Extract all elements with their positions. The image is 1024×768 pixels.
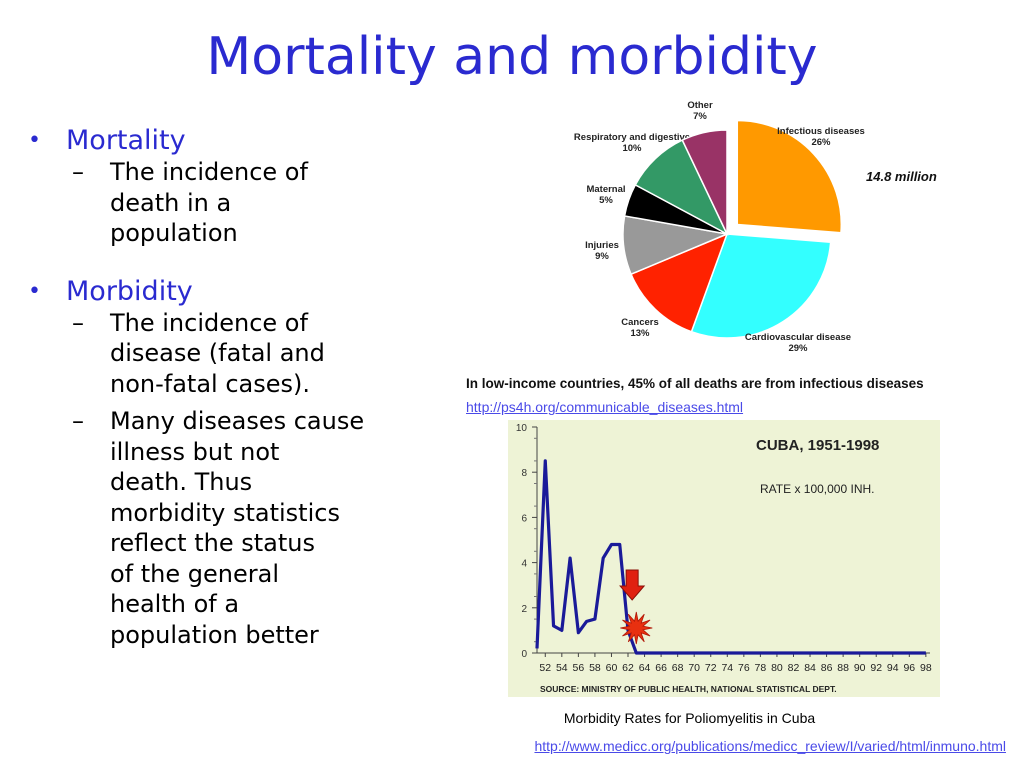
pie-slice-cancers	[630, 232, 729, 333]
text-line: population better	[110, 620, 319, 649]
pie-total-label: 14.8 million	[866, 169, 937, 184]
text-line: population	[110, 219, 238, 247]
bullet-mortality: • Mortality	[28, 124, 408, 157]
pie-value-label: 13%	[630, 328, 650, 339]
pie-source-link[interactable]: http://ps4h.org/communicable_diseases.ht…	[466, 399, 744, 415]
sub-bullet-mortality-definition: – The incidence of death in a population	[28, 157, 408, 249]
y-tick-label: 6	[521, 513, 527, 524]
bullet-morbidity: • Morbidity	[28, 275, 408, 308]
y-tick-label: 0	[521, 649, 527, 660]
x-tick-label: 96	[903, 662, 915, 674]
x-tick-label: 56	[573, 662, 585, 674]
pie-label: Cardiovascular disease	[745, 332, 851, 343]
red-arrow-icon	[619, 569, 646, 601]
sub-bullet-morbidity-explanation: – Many diseases cause illness but not de…	[28, 406, 408, 650]
text-line: Many diseases cause	[110, 407, 365, 435]
pie-value-label: 10%	[622, 143, 642, 154]
y-tick-label: 4	[521, 559, 527, 570]
text-line: death. Thus	[110, 468, 253, 496]
text-line: of the general	[110, 559, 279, 588]
x-tick-label: 82	[788, 662, 800, 674]
line-chart-subtitle: RATE x 100,000 INH.	[760, 482, 875, 496]
text-line: non-fatal cases).	[110, 369, 311, 398]
pie-slice-infectious-diseases	[736, 119, 843, 234]
line-chart-title: CUBA, 1951-1998	[756, 437, 879, 454]
bullet-dot-icon: •	[28, 278, 41, 304]
text-line: death in a	[110, 188, 232, 217]
x-tick-label: 76	[738, 662, 750, 674]
slide-title: Mortality and morbidity	[206, 27, 818, 87]
chart-background	[508, 420, 940, 697]
series-line	[535, 459, 926, 655]
x-tick-label: 78	[755, 662, 767, 674]
text-line: illness but not	[110, 437, 280, 466]
text-line: The incidence of	[110, 308, 308, 337]
pie-value-label: 29%	[788, 343, 808, 354]
x-tick-label: 90	[854, 662, 866, 674]
line-chart-source: SOURCE: MINISTRY OF PUBLIC HEALTH, NATIO…	[540, 684, 837, 694]
x-tick-label: 60	[606, 662, 618, 674]
x-tick-label: 58	[589, 662, 601, 674]
y-tick-label: 10	[516, 423, 528, 434]
pie-label: Cancers	[621, 317, 659, 328]
pie-caption: In low-income countries, 45% of all deat…	[466, 376, 924, 391]
dash-icon: –	[72, 158, 84, 186]
x-tick-label: 84	[804, 662, 816, 674]
pie-value-label: 9%	[595, 251, 609, 262]
x-tick-label: 94	[887, 662, 899, 674]
sub-bullet-morbidity-definition: – The incidence of disease (fatal and no…	[28, 308, 408, 400]
x-tick-label: 54	[556, 662, 568, 674]
pie-label: Maternal	[586, 184, 625, 195]
pie-label: Other	[687, 100, 713, 111]
bullet-dot-icon: •	[28, 128, 41, 153]
x-tick-label: 68	[672, 662, 684, 674]
pie-label: Respiratory and digestive	[574, 132, 690, 143]
y-tick-label: 8	[521, 468, 527, 479]
text-line: health of a	[110, 590, 240, 618]
bullet-label: Mortality	[66, 125, 186, 156]
text-line: reflect the status	[110, 529, 315, 557]
source-link[interactable]: http://www.medicc.org/publications/medic…	[534, 738, 1006, 754]
text-line: The incidence of	[110, 158, 308, 186]
x-tick-label: 80	[771, 662, 783, 674]
x-tick-label: 70	[688, 662, 700, 674]
x-tick-label: 74	[721, 662, 733, 674]
bullet-label: Morbidity	[66, 275, 193, 307]
text-line: morbidity statistics	[110, 498, 340, 527]
bullet-list: • Mortality – The incidence of death in …	[28, 124, 408, 650]
x-tick-label: 92	[870, 662, 882, 674]
x-tick-label: 64	[639, 662, 651, 674]
x-tick-label: 62	[622, 662, 634, 674]
pie-slice-other	[681, 129, 728, 235]
pie-label: Infectious diseases	[777, 126, 865, 137]
x-tick-label: 72	[705, 662, 717, 674]
pie-value-label: 7%	[693, 111, 707, 122]
x-tick-label: 52	[539, 662, 551, 674]
text-line: disease (fatal and	[110, 339, 325, 367]
starburst-icon	[620, 611, 653, 645]
pie-slice-cardiovascular-disease	[690, 233, 832, 339]
x-tick-label: 66	[655, 662, 667, 674]
dash-icon: –	[72, 308, 84, 337]
pie-label: Injuries	[585, 240, 619, 251]
pie-value-label: 26%	[811, 137, 831, 148]
x-tick-label: 98	[920, 662, 932, 674]
pie-value-label: 5%	[599, 195, 613, 206]
y-tick-label: 2	[521, 604, 527, 615]
x-tick-label: 86	[821, 662, 833, 674]
line-chart-caption: Morbidity Rates for Poliomyelitis in Cub…	[563, 710, 816, 726]
dash-icon: –	[72, 407, 84, 435]
x-tick-label: 88	[837, 662, 849, 674]
